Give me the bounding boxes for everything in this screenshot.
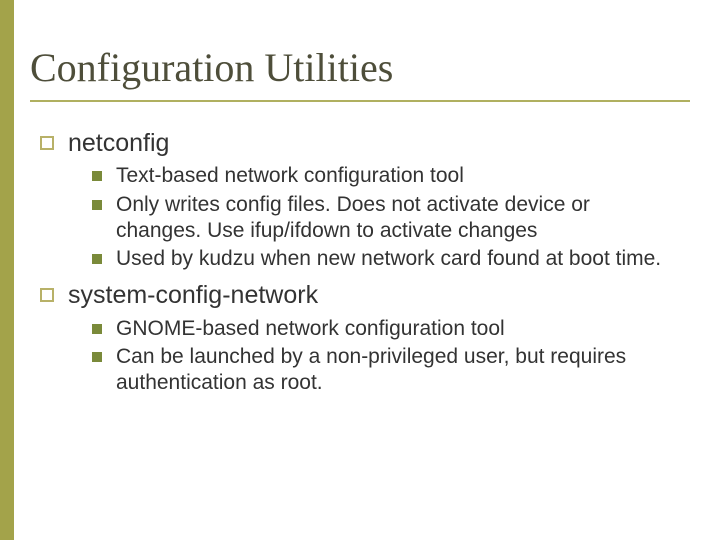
list-item-text: Only writes config files. Does not activ…: [116, 192, 680, 245]
list-item-text: GNOME-based network configuration tool: [116, 316, 505, 342]
hollow-square-icon: [40, 288, 54, 302]
section-heading-text: system-config-network: [68, 280, 318, 311]
slide-title: Configuration Utilities: [30, 44, 393, 91]
slide: Configuration Utilities netconfig Text-b…: [0, 0, 720, 540]
list-item: Text-based network configuration tool: [92, 163, 680, 189]
filled-square-icon: [92, 352, 102, 362]
slide-content: netconfig Text-based network configurati…: [40, 120, 680, 404]
list-item-text: Used by kudzu when new network card foun…: [116, 246, 661, 272]
filled-square-icon: [92, 171, 102, 181]
section-heading-text: netconfig: [68, 128, 169, 159]
list-item-text: Text-based network configuration tool: [116, 163, 464, 189]
filled-square-icon: [92, 254, 102, 264]
list-item: Only writes config files. Does not activ…: [92, 192, 680, 245]
list-item: Used by kudzu when new network card foun…: [92, 246, 680, 272]
list-item: GNOME-based network configuration tool: [92, 316, 680, 342]
section-heading: netconfig: [40, 128, 680, 159]
hollow-square-icon: [40, 136, 54, 150]
section-heading: system-config-network: [40, 280, 680, 311]
section-items: GNOME-based network configuration tool C…: [92, 316, 680, 397]
section-items: Text-based network configuration tool On…: [92, 163, 680, 272]
accent-bar: [0, 0, 14, 540]
list-item: Can be launched by a non-privileged user…: [92, 344, 680, 397]
list-item-text: Can be launched by a non-privileged user…: [116, 344, 680, 397]
filled-square-icon: [92, 200, 102, 210]
filled-square-icon: [92, 324, 102, 334]
title-underline: [30, 100, 690, 102]
